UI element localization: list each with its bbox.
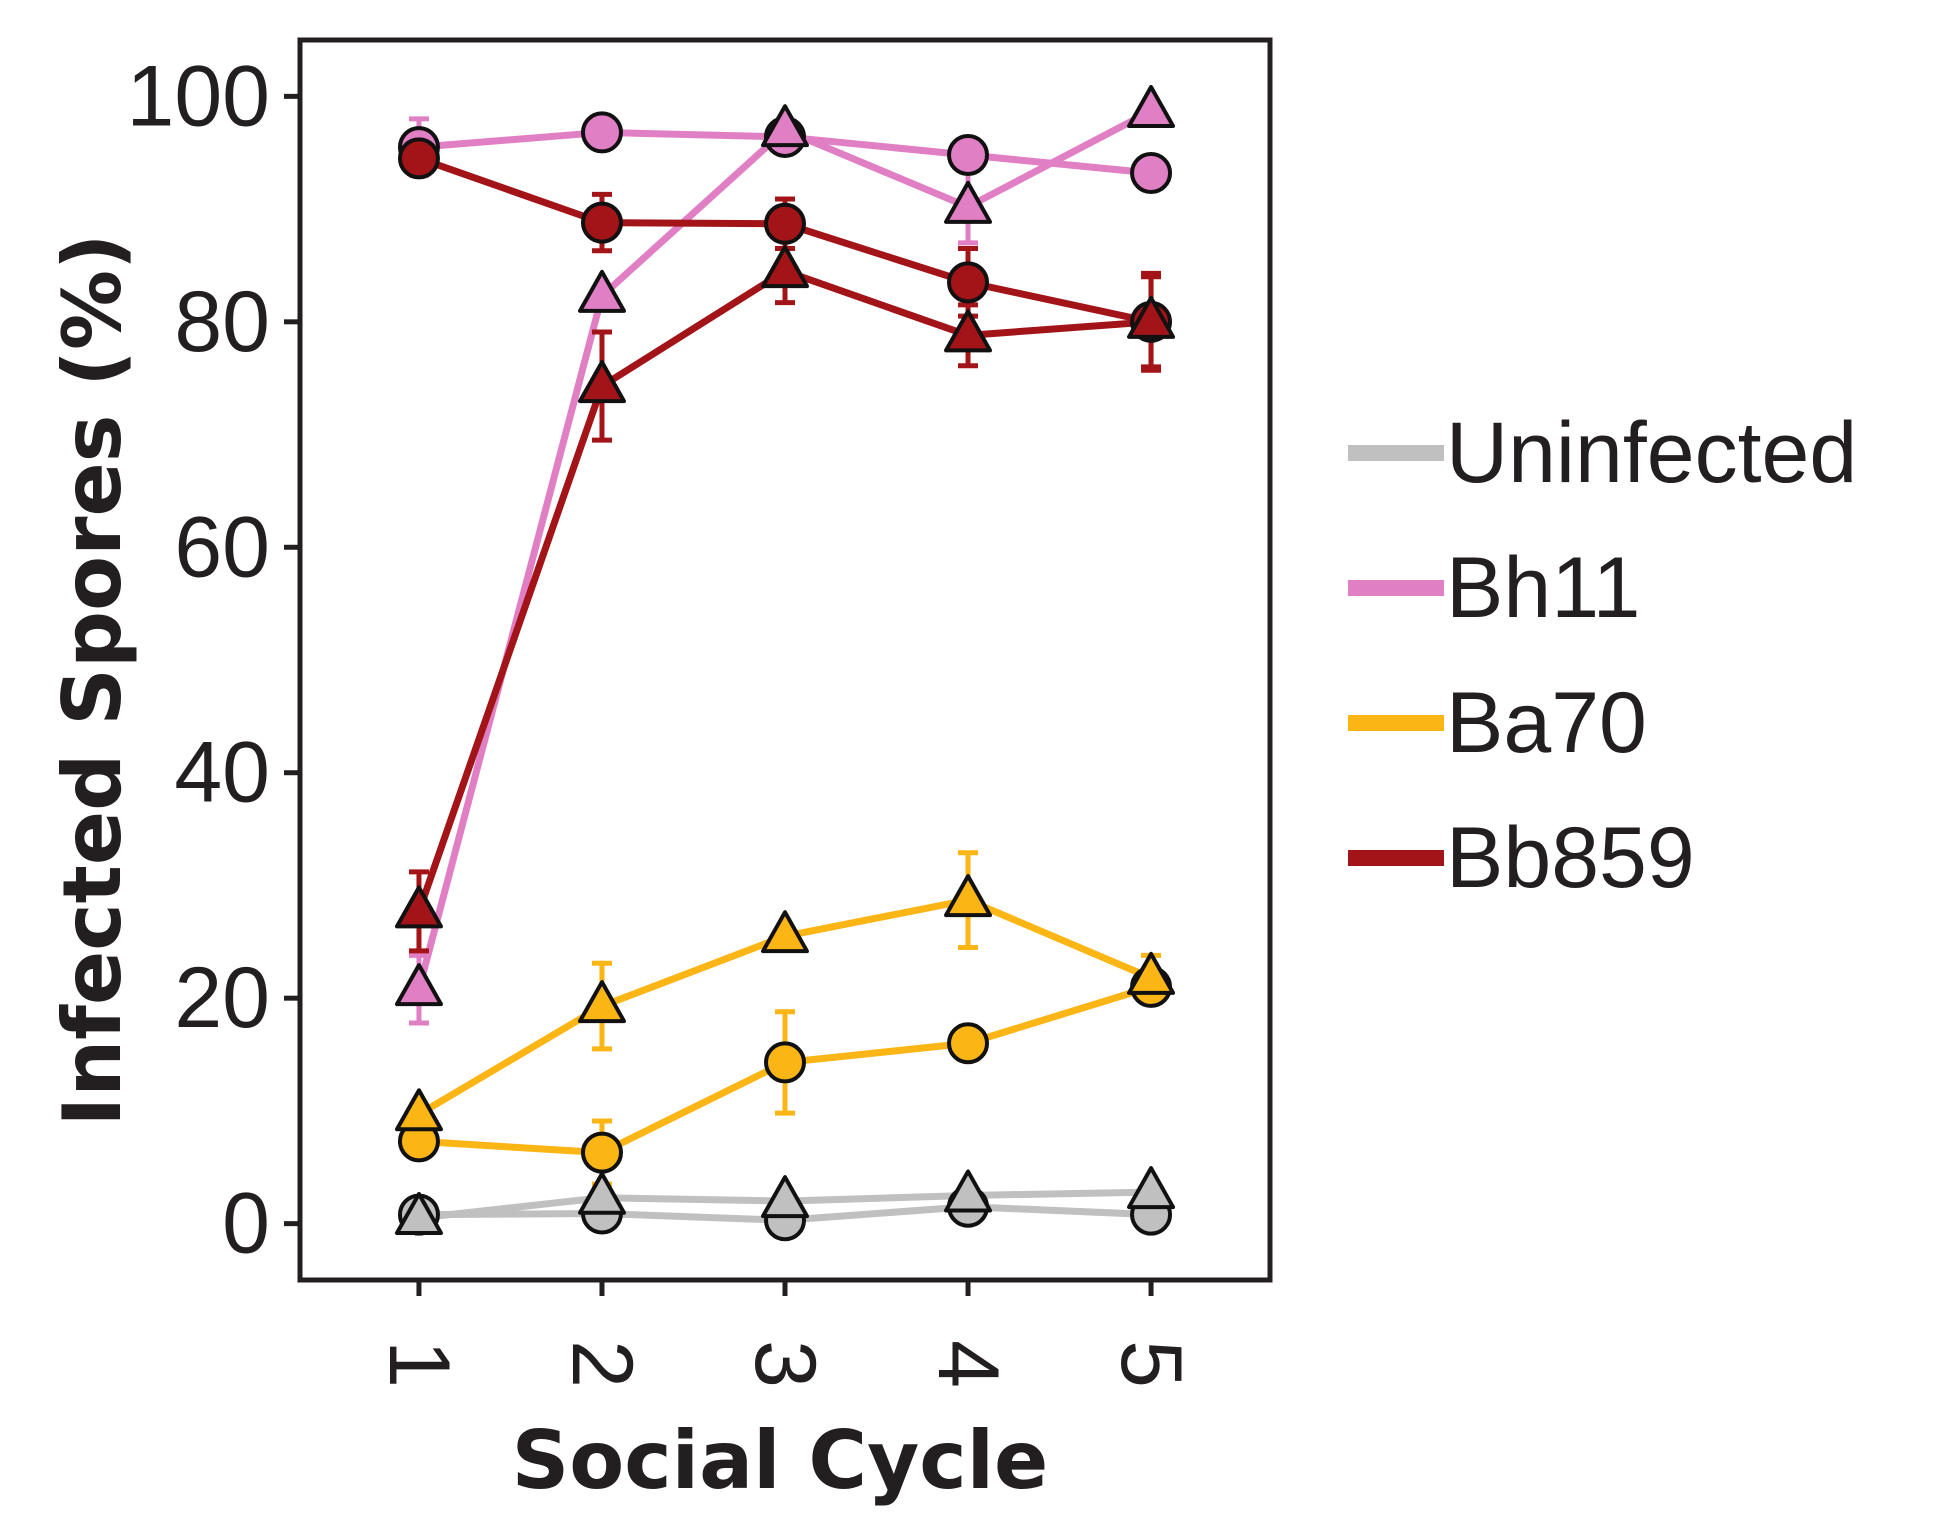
y-tick-label: 20 <box>174 950 270 1046</box>
point-bb859-triangle <box>1127 295 1176 339</box>
legend-label: Bb859 <box>1446 810 1695 906</box>
point-uninfected-triangle <box>944 1169 993 1213</box>
point-uninfected-triangle <box>761 1175 809 1219</box>
point-ba70-circle <box>580 1131 623 1174</box>
x-tick-label: 3 <box>737 1340 833 1388</box>
point-ba70-circle <box>947 1022 990 1065</box>
point-bb859-circle <box>580 201 623 244</box>
point-uninfected-triangle <box>1127 1166 1176 1210</box>
point-ba70-circle <box>764 1041 806 1084</box>
point-bh11-triangle <box>944 180 993 224</box>
point-bb859-triangle <box>761 245 809 289</box>
point-bh11-triangle <box>394 963 443 1007</box>
legend-label: Ba70 <box>1446 675 1647 771</box>
legend: Uninfected Bh11 Ba70 Bb859 <box>1348 405 1857 906</box>
series-layer <box>394 85 1176 1242</box>
x-tick-label: 5 <box>1103 1340 1199 1388</box>
point-ba70-triangle <box>394 1088 443 1132</box>
point-ba70-triangle <box>1127 951 1176 995</box>
legend-item-bh11: Bh11 <box>1348 540 1640 636</box>
y-tick-label: 100 <box>127 48 271 144</box>
y-tick-label: 0 <box>222 1176 270 1272</box>
x-tick-label: 2 <box>554 1340 650 1388</box>
legend-item-bb859: Bb859 <box>1348 810 1695 906</box>
point-bh11-triangle <box>761 104 809 148</box>
point-ba70-triangle <box>944 874 993 918</box>
x-tick-label: 4 <box>920 1340 1016 1388</box>
y-tick-label: 80 <box>174 274 270 370</box>
y-tick-label: 40 <box>174 725 270 821</box>
series-markers <box>394 85 1176 1242</box>
point-bb859-triangle <box>944 309 993 353</box>
point-bh11-circle <box>1130 152 1173 195</box>
y-axis: 0 20 40 60 80 100 <box>127 48 300 1272</box>
series-line-bb859-triangle <box>415 267 1152 913</box>
point-bh11-triangle <box>577 269 626 313</box>
point-bb859-triangle <box>394 885 443 929</box>
x-axis-title: Social Cycle <box>512 1414 1049 1507</box>
point-ba70-triangle <box>761 910 809 954</box>
point-bh11-triangle <box>1127 85 1176 129</box>
point-bb859-circle <box>947 261 990 304</box>
legend-label: Bh11 <box>1446 540 1640 636</box>
legend-label: Uninfected <box>1446 405 1857 501</box>
point-uninfected-triangle <box>394 1192 443 1235</box>
point-bh11-circle <box>947 133 990 176</box>
y-tick-label: 60 <box>174 499 270 595</box>
point-bb859-circle <box>764 202 806 245</box>
legend-item-uninfected: Uninfected <box>1348 405 1857 501</box>
point-ba70-triangle <box>577 980 626 1024</box>
x-axis: 1 2 3 4 5 <box>371 1280 1199 1388</box>
point-bh11-circle <box>580 111 623 154</box>
point-bb859-triangle <box>577 360 626 404</box>
x-tick-label: 1 <box>371 1340 467 1388</box>
legend-item-ba70: Ba70 <box>1348 675 1647 771</box>
point-uninfected-triangle <box>577 1171 626 1215</box>
point-bb859-circle <box>397 137 440 180</box>
y-axis-title: Infected Spores (%) <box>46 233 139 1126</box>
